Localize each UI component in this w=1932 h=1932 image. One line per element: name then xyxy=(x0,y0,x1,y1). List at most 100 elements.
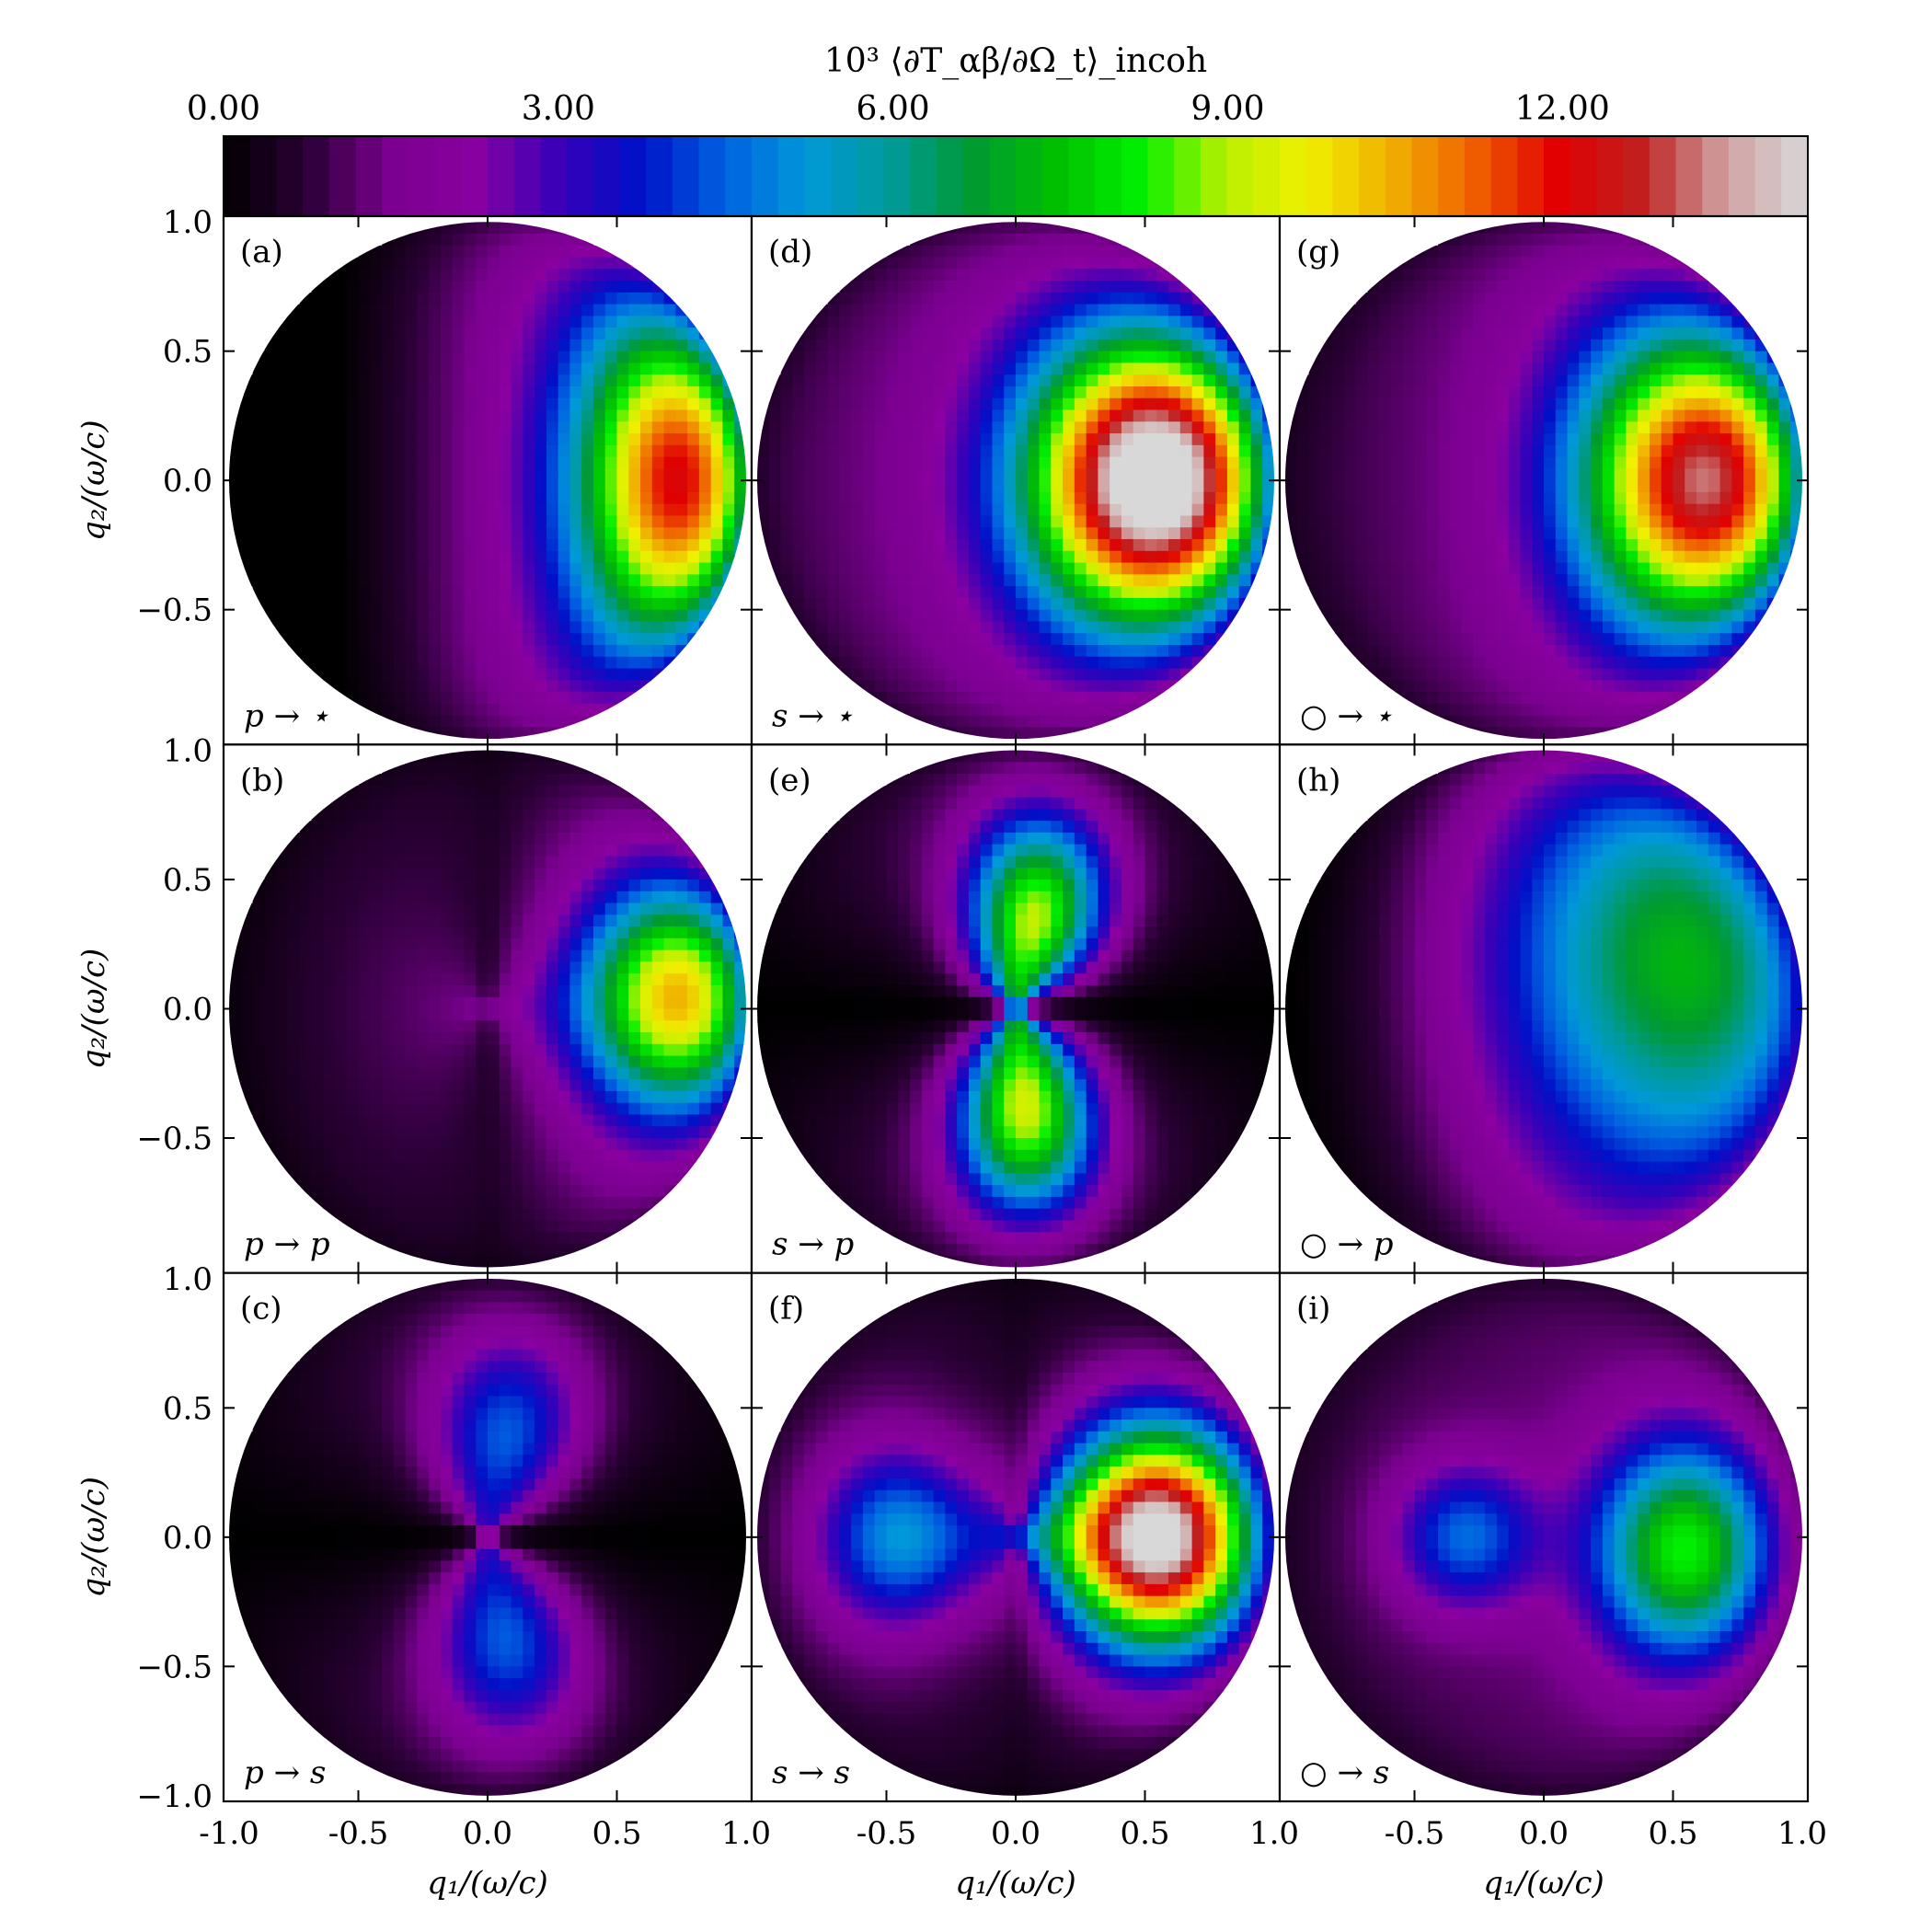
colorbar-segment xyxy=(646,136,673,216)
colorbar-segment xyxy=(1702,136,1730,216)
transition-label-b: p → p xyxy=(244,1226,330,1263)
colorbar-segment xyxy=(488,136,515,216)
heatmap-d xyxy=(757,222,1274,740)
panel-label-e: (e) xyxy=(768,762,811,799)
colorbar-segment xyxy=(567,136,594,216)
colorbar-segment xyxy=(540,136,568,216)
x-axis-label: q₁/(ω/c) xyxy=(955,1865,1076,1902)
panel-e: (e) s → p xyxy=(750,743,1282,1274)
heatmap-c xyxy=(229,1278,746,1796)
colorbar-segment xyxy=(989,136,1017,216)
colorbar-segment xyxy=(725,136,753,216)
x-tick-label: 1.0 xyxy=(721,1815,771,1852)
x-tick-label: -0.5 xyxy=(857,1815,917,1852)
transition-label-e: s → p xyxy=(772,1226,854,1263)
colorbar-segment xyxy=(962,136,990,216)
panel-h: (h) ○ → p xyxy=(1278,743,1810,1274)
x-tick-label: -0.5 xyxy=(1385,1815,1445,1852)
colorbar-segment xyxy=(1464,136,1492,216)
panel-c: (c) p → s 1.0 0.5 0.0 −0.5 −1.0 q₂/(ω/c) -1.0 -0.… xyxy=(75,1261,771,1902)
y-tick-label: 0.5 xyxy=(163,334,213,371)
panel-i: (i) ○ → s -0.5 0.0 0.5 1.0 q₁/(ω/c) xyxy=(1278,1271,1827,1902)
colorbar-segment xyxy=(1280,136,1307,216)
y-tick-label: 1.0 xyxy=(163,204,213,241)
y-axis-label: q₂/(ω/c) xyxy=(75,949,112,1070)
heatmap-h xyxy=(1285,750,1802,1268)
colorbar-segment xyxy=(461,136,489,216)
colorbar-segment xyxy=(1332,136,1360,216)
colorbar-segment xyxy=(408,136,436,216)
colorbar-segment xyxy=(672,136,700,216)
colorbar-segment xyxy=(276,136,304,216)
x-tick-label: 0.5 xyxy=(592,1815,641,1852)
colorbar-segment xyxy=(752,136,779,216)
panel-d: (d) s → ⋆ xyxy=(750,214,1282,746)
transition-label-a: p → ⋆ xyxy=(244,697,329,734)
colorbar-segment xyxy=(910,136,937,216)
x-tick-label: 1.0 xyxy=(1249,1815,1299,1852)
colorbar-segment xyxy=(1121,136,1149,216)
colorbar-segment xyxy=(303,136,330,216)
colorbar-segment xyxy=(513,136,541,216)
panel-grid: (a) p → ⋆ 1.0 0.5 0.0 −0.5 q₂/(ω/c) (b) p → p 1.0… xyxy=(75,204,1827,1902)
colorbar-segment xyxy=(434,136,462,216)
colorbar-segment xyxy=(1517,136,1545,216)
colorbar-segment xyxy=(777,136,805,216)
colorbar-segment xyxy=(857,136,885,216)
y-tick-label: 0.0 xyxy=(163,1520,213,1557)
y-tick-label: −0.5 xyxy=(136,592,213,629)
colorbar-segment xyxy=(1411,136,1439,216)
colorbar-tick-label: 3.00 xyxy=(522,90,595,128)
colorbar-segment xyxy=(1253,136,1281,216)
colorbar-segment xyxy=(831,136,858,216)
y-tick-label: −0.5 xyxy=(136,1121,213,1157)
transition-label-g: ○ → ⋆ xyxy=(1300,697,1393,734)
panel-g: (g) ○ → ⋆ xyxy=(1278,214,1810,746)
y-tick-label: 1.0 xyxy=(163,1261,213,1298)
y-tick-label: 0.0 xyxy=(163,992,213,1029)
colorbar-segment xyxy=(249,136,277,216)
y-tick-label: −0.5 xyxy=(136,1649,213,1685)
colorbar-segment xyxy=(619,136,647,216)
colorbar-segment xyxy=(382,136,409,216)
x-tick-label: 0.0 xyxy=(1519,1815,1569,1852)
heatmap-f xyxy=(757,1278,1274,1796)
transition-label-c: p → s xyxy=(244,1754,326,1791)
panel-label-b: (b) xyxy=(240,762,284,799)
colorbar-segment xyxy=(224,136,251,216)
panel-label-f: (f) xyxy=(768,1291,804,1328)
panel-label-i: (i) xyxy=(1296,1291,1330,1328)
colorbar-segment xyxy=(1041,136,1069,216)
colorbar-segment xyxy=(1305,136,1333,216)
panel-label-h: (h) xyxy=(1296,762,1340,799)
heatmap-e xyxy=(757,750,1274,1268)
x-tick-label: 1.0 xyxy=(1777,1815,1827,1852)
panel-a: (a) p → ⋆ 1.0 0.5 0.0 −0.5 q₂/(ω/c) xyxy=(75,204,753,746)
colorbar-segment xyxy=(1095,136,1122,216)
x-tick-label: -1.0 xyxy=(199,1815,259,1852)
colorbar-segment xyxy=(1147,136,1175,216)
panel-label-c: (c) xyxy=(240,1291,282,1328)
y-tick-label: 0.5 xyxy=(163,1390,213,1427)
colorbar-segment xyxy=(1754,136,1782,216)
heatmap-a xyxy=(229,222,746,740)
heatmap-g xyxy=(1285,222,1802,740)
colorbar-segment xyxy=(328,136,357,216)
colorbar-tick-label: 9.00 xyxy=(1190,90,1264,128)
colorbar-tick-label: 6.00 xyxy=(857,90,930,128)
heatmap-b xyxy=(229,750,746,1268)
panel-b: (b) p → p 1.0 0.5 0.0 −0.5 q₂/(ω/c) xyxy=(75,733,753,1274)
colorbar-segment xyxy=(1068,136,1096,216)
x-tick-label: 0.5 xyxy=(1648,1815,1697,1852)
colorbar-segment xyxy=(883,136,911,216)
colorbar-segment xyxy=(1016,136,1043,216)
y-tick-label: 1.0 xyxy=(163,733,213,770)
y-tick-label: −1.0 xyxy=(136,1778,213,1815)
colorbar-segment xyxy=(1200,136,1228,216)
colorbar-segment xyxy=(1385,136,1413,216)
colorbar-segment xyxy=(1649,136,1677,216)
colorbar-segment xyxy=(1174,136,1202,216)
heatmap-i xyxy=(1285,1278,1802,1796)
y-axis-label: q₂/(ω/c) xyxy=(75,1477,112,1598)
